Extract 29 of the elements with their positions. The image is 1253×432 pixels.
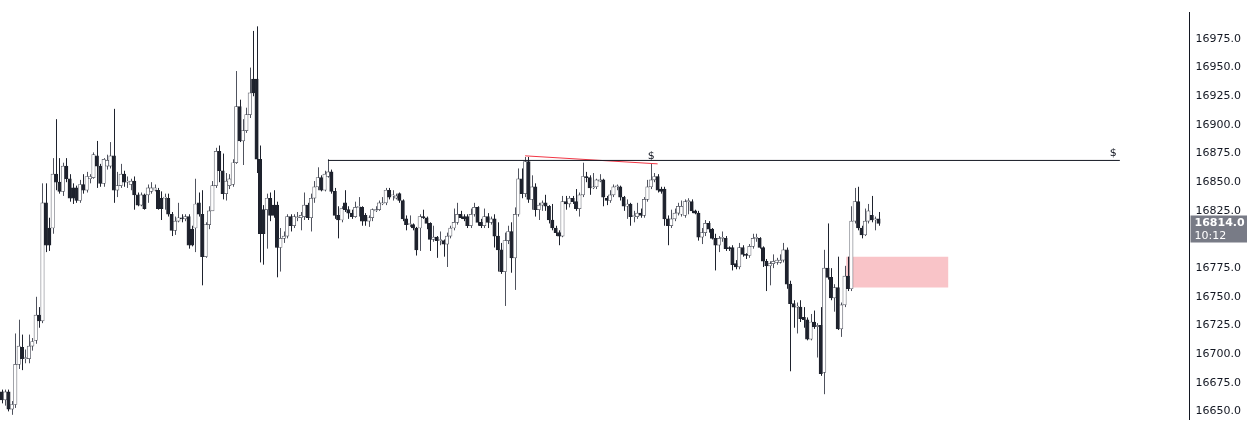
y-tick-label: 16975.0 — [1195, 31, 1242, 45]
y-tick-label: 16675.0 — [1195, 375, 1242, 389]
candlestick — [400, 198, 405, 222]
candlestick — [832, 283, 837, 313]
y-tick-label: 16725.0 — [1195, 318, 1242, 332]
y-tick-label: 16850.0 — [1195, 175, 1242, 189]
y-tick-label: 16925.0 — [1195, 89, 1242, 103]
candlestick — [798, 299, 803, 323]
y-tick-label: 16750.0 — [1195, 289, 1242, 303]
y-tick-label: 16825.0 — [1195, 203, 1242, 217]
y-tick-label: 16775.0 — [1195, 261, 1242, 274]
candlestick — [101, 157, 106, 188]
candlestick — [268, 192, 273, 222]
text: 16814.0 — [1194, 216, 1245, 230]
candlestick — [533, 182, 538, 218]
series-label: $ — [647, 149, 655, 163]
candlestick — [519, 167, 524, 199]
candlestick — [91, 151, 96, 180]
y-tick-label: 16650.0 — [1195, 404, 1242, 418]
y-tick-label: 16950.0 — [1195, 60, 1242, 74]
y-tick-label: 16875.0 — [1195, 146, 1242, 160]
candlestick — [794, 302, 799, 334]
text: 10:12 — [1194, 229, 1227, 243]
candlestick — [414, 226, 419, 257]
y-tick-label: 16700.0 — [1195, 346, 1242, 360]
series-label: $ — [1109, 145, 1117, 159]
y-tick-label: 16900.0 — [1195, 117, 1242, 131]
candlestick — [869, 195, 874, 223]
candlestick — [417, 213, 422, 252]
